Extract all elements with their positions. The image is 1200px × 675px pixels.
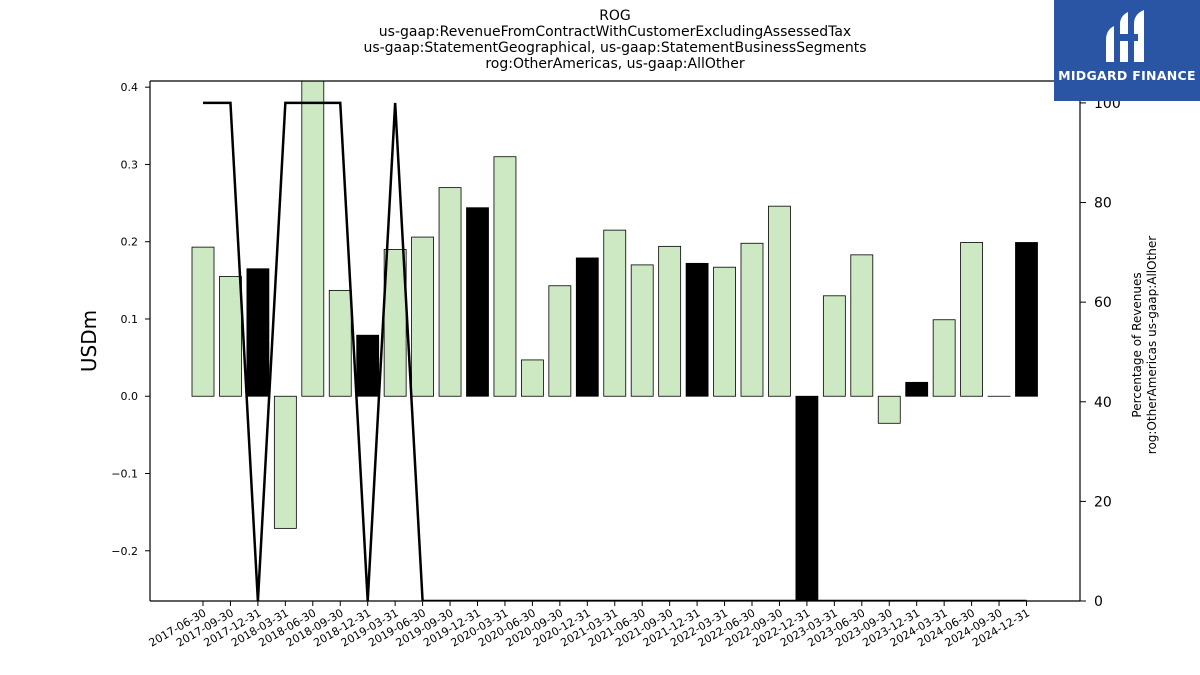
- y2-axis-label-line-1: Percentage of Revenues: [1130, 272, 1144, 417]
- bar-2020-06-30: [521, 359, 544, 397]
- bar-2020-03-31: [493, 156, 517, 397]
- bar-2022-12-31: [795, 395, 819, 601]
- bar-2021-12-31: [685, 262, 709, 397]
- chart-title-line-4: rog:OtherAmericas, us-gaap:AllOther: [485, 56, 745, 72]
- bar-2023-12-31: [905, 381, 929, 397]
- bar-2019-06-30: [411, 236, 435, 397]
- bar-2020-09-30: [548, 285, 572, 397]
- logo-mark-icon: [1106, 10, 1144, 62]
- bar-2024-03-31: [932, 319, 956, 397]
- bar-2017-06-30: [191, 246, 215, 397]
- chart-title-line-2: us-gaap:RevenueFromContractWithCustomerE…: [378, 24, 852, 40]
- y2-tick-label: 20: [1094, 494, 1112, 510]
- y2-axis-label-line-2: rog:OtherAmericas us-gaap:AllOther: [1145, 236, 1159, 454]
- bar-2021-06-30: [630, 264, 654, 397]
- bar-2021-09-30: [658, 245, 682, 397]
- bar-2021-03-31: [603, 229, 627, 397]
- y2-tick-label: 60: [1094, 295, 1112, 311]
- bar-2023-03-31: [822, 295, 846, 397]
- chart-title-line-1: ROG: [599, 8, 631, 24]
- bar-2018-09-30: [328, 289, 352, 397]
- chart-title-line-3: us-gaap:StatementGeographical, us-gaap:S…: [363, 40, 867, 56]
- bar-2022-03-31: [713, 266, 736, 397]
- midgard-finance-logo: MIDGARD FINANCE: [1054, 0, 1200, 101]
- bar-2024-06-30: [960, 242, 983, 397]
- bar-2023-09-30: [877, 395, 901, 424]
- y-tick-label: −0.2: [111, 545, 138, 558]
- bar-2022-06-30: [740, 242, 764, 397]
- bar-2018-12-31: [356, 334, 380, 397]
- bar-2024-12-31: [1015, 242, 1038, 397]
- y2-tick-label: 40: [1094, 395, 1112, 411]
- logo-text: MIDGARD FINANCE: [1058, 68, 1196, 83]
- y2-tick-label: 0: [1094, 594, 1103, 610]
- bar-2018-03-31: [273, 395, 297, 529]
- bar-2018-06-30: [301, 81, 325, 397]
- bar-2023-06-30: [850, 254, 874, 397]
- bar-2020-12-31: [575, 257, 599, 397]
- bar-2017-12-31: [246, 268, 270, 397]
- y-tick-label: 0.0: [121, 390, 139, 403]
- y-axis-label: USDm: [77, 310, 101, 372]
- bar-2019-09-30: [438, 187, 462, 397]
- y-tick-label: −0.1: [111, 468, 138, 481]
- y2-tick-label: 80: [1094, 196, 1112, 212]
- y-tick-label: 0.2: [121, 236, 139, 249]
- y-tick-label: 0.1: [121, 313, 139, 326]
- y-tick-label: 0.4: [121, 81, 139, 94]
- bar-2019-12-31: [466, 207, 489, 397]
- y-tick-label: 0.3: [121, 158, 139, 171]
- bar-2017-09-30: [219, 276, 242, 397]
- bar-2022-09-30: [768, 205, 791, 397]
- percentage-line: [203, 101, 1027, 601]
- bar-2019-03-31: [383, 249, 407, 397]
